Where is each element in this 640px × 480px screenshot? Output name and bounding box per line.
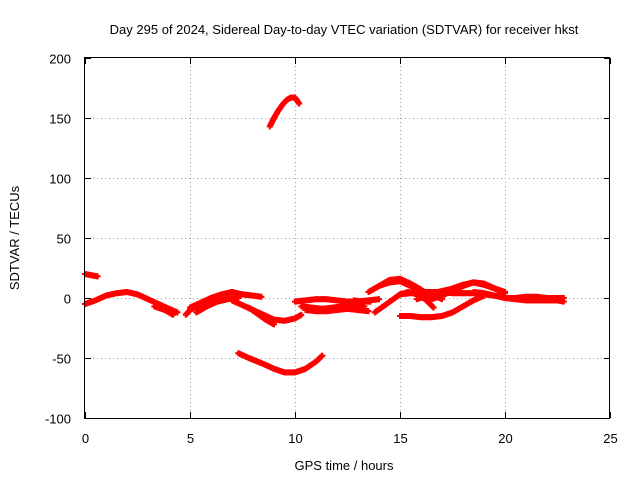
y-tick-label: 50 <box>57 232 71 247</box>
data-point <box>174 309 181 316</box>
data-point <box>235 295 242 301</box>
series-arc-9 <box>235 350 326 376</box>
data-point <box>430 304 437 311</box>
x-tick-label: 15 <box>393 431 407 446</box>
chart-title: Day 295 of 2024, Sidereal Day-to-day VTE… <box>110 22 579 37</box>
data-point <box>239 291 246 298</box>
series-arc-18 <box>397 292 487 321</box>
x-tick-label: 25 <box>603 431 617 446</box>
axis-ticks: 0 5 10 15 20 25 -100 -50 0 50 100 150 200 <box>45 52 618 447</box>
x-tick-label: 0 <box>82 431 89 446</box>
y-tick-label: 100 <box>49 172 71 187</box>
data-point <box>376 296 382 303</box>
data-points <box>82 94 567 376</box>
data-point <box>296 100 303 107</box>
data-point <box>271 321 277 328</box>
series-arc-13 <box>302 305 372 315</box>
series-arc-10 <box>266 94 303 130</box>
x-tick-label: 5 <box>187 431 194 446</box>
data-point <box>365 308 372 315</box>
data-point <box>170 311 177 318</box>
x-tick-label: 10 <box>288 431 302 446</box>
data-point <box>298 311 305 318</box>
x-axis-label: GPS time / hours <box>295 458 394 473</box>
data-point <box>367 298 374 305</box>
data-point <box>258 293 265 300</box>
y-tick-label: 0 <box>64 292 71 307</box>
y-tick-label: -50 <box>52 352 71 367</box>
y-tick-label: 150 <box>49 112 71 127</box>
y-axis-label: SDTVAR / TECUs <box>7 185 22 290</box>
y-tick-label: 200 <box>49 52 71 67</box>
data-point <box>502 289 508 295</box>
data-point <box>94 273 101 280</box>
series-arc-3 <box>151 303 177 318</box>
series-arc-23 <box>502 293 567 301</box>
data-point <box>319 352 326 359</box>
series-arc-24 <box>350 297 374 305</box>
data-point <box>560 295 567 301</box>
series-arc-5 <box>187 289 246 311</box>
series-arc-6 <box>193 295 242 316</box>
series-arc-8 <box>245 304 277 328</box>
x-tick-label: 20 <box>498 431 512 446</box>
grid-lines <box>85 58 610 418</box>
y-tick-label: -100 <box>45 412 71 427</box>
plot-frame <box>84 57 610 419</box>
series-arc-21 <box>449 279 508 295</box>
